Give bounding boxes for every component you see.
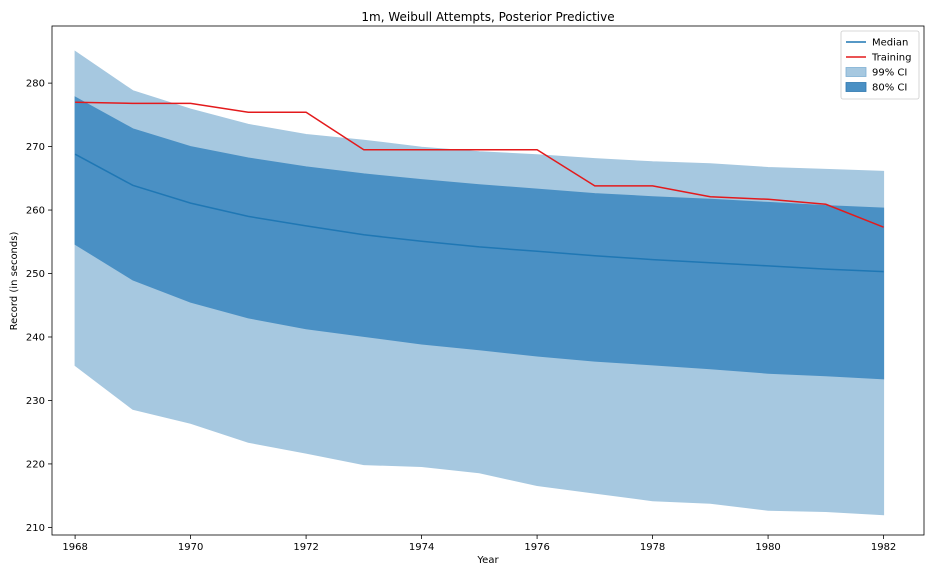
x-axis-label: Year bbox=[476, 555, 499, 566]
x-tick-label: 1970 bbox=[178, 542, 203, 553]
x-tick-label: 1968 bbox=[62, 542, 87, 553]
legend: Median Training 99% CI 80% CI bbox=[840, 30, 920, 100]
lines-layer bbox=[74, 101, 884, 273]
x-tick-label: 1976 bbox=[524, 542, 549, 553]
line-training bbox=[75, 101, 884, 228]
y-axis: 210 220 230 240 250 260 270 280 bbox=[26, 79, 52, 534]
y-axis-label: Record (in seconds) bbox=[9, 232, 20, 331]
legend-swatch-99-ci bbox=[845, 67, 867, 77]
y-tick-label: 250 bbox=[26, 269, 45, 280]
chart-title: 1m, Weibull Attempts, Posterior Predicti… bbox=[361, 10, 614, 24]
y-tick-label: 230 bbox=[26, 396, 45, 407]
legend-box bbox=[840, 30, 920, 100]
y-tick-label: 210 bbox=[26, 523, 45, 534]
x-tick-label: 1980 bbox=[755, 542, 780, 553]
band-80-ci bbox=[74, 96, 885, 380]
line-median bbox=[74, 153, 884, 273]
y-tick-label: 240 bbox=[26, 332, 45, 343]
legend-label-median: Median bbox=[872, 38, 908, 49]
x-tick-label: 1974 bbox=[409, 542, 434, 553]
plot-frame bbox=[51, 25, 925, 536]
x-tick-label: 1978 bbox=[640, 542, 665, 553]
y-tick-label: 280 bbox=[26, 79, 45, 90]
x-tick-label: 1972 bbox=[293, 542, 318, 553]
x-tick-label: 1982 bbox=[871, 542, 896, 553]
y-tick-label: 270 bbox=[26, 142, 45, 153]
bands-layer bbox=[74, 50, 885, 516]
legend-label-99-ci: 99% CI bbox=[872, 68, 907, 79]
legend-swatch-80-ci bbox=[845, 82, 867, 92]
x-axis: 1968 1970 1972 1974 1976 1978 1980 1982 bbox=[62, 535, 896, 553]
legend-label-80-ci: 80% CI bbox=[872, 83, 907, 94]
legend-label-training: Training bbox=[871, 53, 911, 64]
y-tick-label: 220 bbox=[26, 459, 45, 470]
y-tick-label: 260 bbox=[26, 206, 45, 217]
